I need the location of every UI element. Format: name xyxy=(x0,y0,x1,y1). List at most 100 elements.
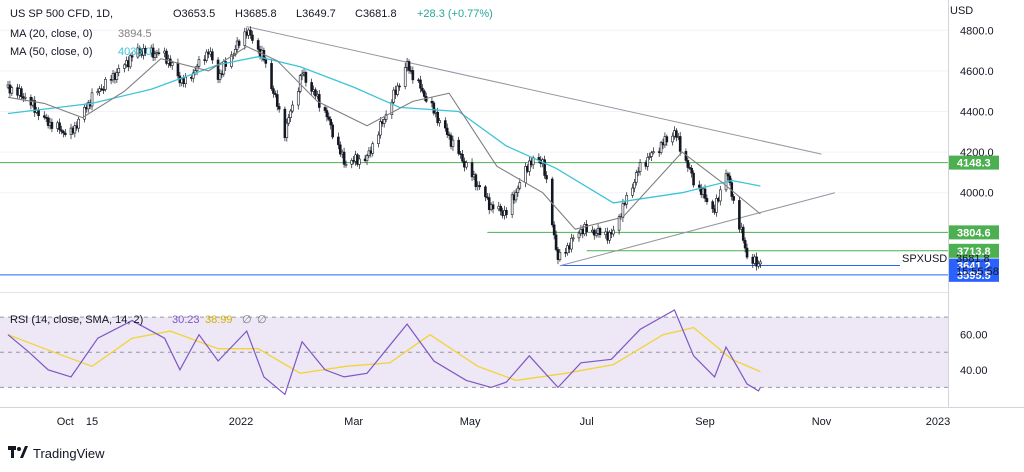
candle-body xyxy=(403,67,407,87)
rsi-axis[interactable]: 60.00 40.00 xyxy=(960,330,988,377)
candle-body xyxy=(176,62,180,77)
candle-body xyxy=(211,51,214,61)
candle-body xyxy=(50,121,54,129)
price-tick-label: 4800.0 xyxy=(960,25,994,37)
time-tick-label: May xyxy=(460,416,481,428)
ma20-legend-label[interactable]: MA (20, close, 0) xyxy=(10,28,93,40)
candle-body xyxy=(738,200,741,230)
tradingview-logo-icon xyxy=(8,446,28,461)
candle-body xyxy=(598,227,602,236)
price-badge-label: 3713.8 xyxy=(957,246,991,258)
candle-body xyxy=(323,107,327,111)
candle-body xyxy=(438,120,441,124)
current-price: 3681.8 xyxy=(956,253,990,265)
candle-body xyxy=(300,73,304,77)
candle-body xyxy=(638,162,642,172)
rsi-legend-label[interactable]: RSI (14, close, SMA, 14, 2) xyxy=(10,314,143,326)
time-tick-label: Jul xyxy=(580,416,594,428)
candle-body xyxy=(275,94,279,107)
price-tick-label: 4600.0 xyxy=(960,66,994,78)
candle-body xyxy=(528,160,531,172)
candle-body xyxy=(256,40,260,50)
ma20-line xyxy=(7,45,761,230)
candle-body xyxy=(251,34,254,41)
rsi-legend-extra-2: ∅ xyxy=(257,314,267,326)
candle-body xyxy=(289,110,292,118)
candle-body xyxy=(445,127,449,135)
candle-body xyxy=(327,116,331,120)
candle-body xyxy=(652,151,655,154)
tradingview-brand[interactable]: TradingView xyxy=(8,446,105,461)
candle-body xyxy=(690,167,693,174)
ma50-legend-label[interactable]: MA (50, close, 0) xyxy=(10,46,93,58)
price-grid xyxy=(0,29,948,194)
ohlc-open: O3653.5 xyxy=(173,8,215,20)
time-axis[interactable]: Oct 15 2022 Mar May Jul Sep Nov 2023 xyxy=(57,416,951,428)
candle-body xyxy=(665,136,669,143)
candle-body xyxy=(617,216,621,231)
symbol-title[interactable]: US SP 500 CFD, 1D, xyxy=(10,8,113,20)
price-axis-divider xyxy=(948,0,949,408)
candle-body xyxy=(398,85,401,88)
candle-body xyxy=(621,203,625,218)
candle-body xyxy=(732,196,735,201)
candle-body xyxy=(514,192,518,201)
candle-body xyxy=(104,79,107,90)
candle-body xyxy=(42,115,46,118)
candle-body xyxy=(151,47,155,58)
candle-body xyxy=(430,100,434,104)
time-tick-label: 2022 xyxy=(229,416,253,428)
candle-body xyxy=(23,96,27,99)
candle-body xyxy=(499,205,502,212)
time-tick-label: 15 xyxy=(86,416,98,428)
candle-body xyxy=(169,58,172,66)
candle-body xyxy=(436,111,439,124)
candle-body xyxy=(317,94,321,108)
candle-body xyxy=(325,110,329,118)
candle-body xyxy=(233,49,237,56)
candle-body xyxy=(272,88,275,94)
candle-body xyxy=(37,109,40,117)
candle-body xyxy=(130,55,134,58)
candle-body xyxy=(58,122,61,131)
candle-body xyxy=(230,54,233,67)
candle-body xyxy=(759,261,762,265)
candle-body xyxy=(117,68,121,73)
candle-body xyxy=(570,237,573,250)
candle-body xyxy=(457,139,460,154)
horizontal-levels xyxy=(0,162,948,276)
time-tick-label: Sep xyxy=(695,416,715,428)
moving-averages xyxy=(7,45,761,230)
candle-body xyxy=(671,135,674,143)
candle-body xyxy=(379,121,382,136)
candle-body xyxy=(444,120,447,129)
candle-body xyxy=(510,194,514,215)
rsi-line xyxy=(7,309,761,396)
candle-body xyxy=(216,59,220,80)
candle-body xyxy=(554,234,558,250)
price-badge xyxy=(949,155,999,170)
candle-body xyxy=(634,172,638,183)
candle-body xyxy=(338,144,342,155)
candle-body xyxy=(274,93,277,95)
candle-body xyxy=(396,85,399,95)
candle-body xyxy=(558,252,562,260)
candle-body xyxy=(726,173,730,177)
candle-body xyxy=(365,155,369,162)
candle-body xyxy=(697,184,701,188)
candle-body xyxy=(715,198,718,213)
candle-body xyxy=(96,91,100,94)
candle-body xyxy=(224,61,228,67)
candle-body xyxy=(650,152,653,157)
candle-body xyxy=(157,52,161,55)
candle-body xyxy=(585,224,588,233)
candle-body xyxy=(382,119,386,124)
candle-body xyxy=(184,76,187,84)
candle-body xyxy=(594,233,598,236)
price-badge-label: 3595.5 xyxy=(957,270,991,282)
candle-body xyxy=(419,79,422,89)
candle-body xyxy=(350,160,354,165)
candle-body xyxy=(421,87,424,92)
